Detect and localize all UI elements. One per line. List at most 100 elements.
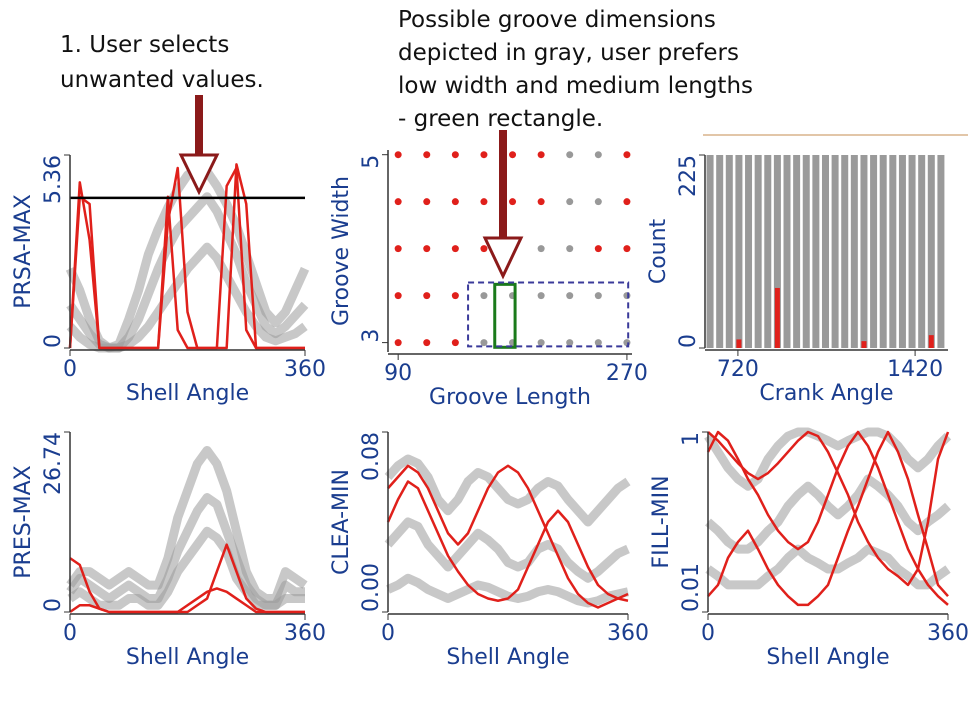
x-axis-label: Groove Length [429, 385, 591, 410]
bar [889, 155, 897, 348]
bar [745, 155, 753, 348]
point [394, 151, 402, 159]
point [394, 292, 402, 300]
bar [764, 155, 772, 348]
point [451, 339, 459, 347]
selection [467, 281, 630, 348]
bar [793, 155, 801, 348]
annotation: unwanted values. [60, 67, 264, 93]
point [537, 151, 545, 159]
bar [831, 155, 839, 348]
point [423, 339, 431, 347]
y-axis-label: CLEA-MIN [329, 469, 354, 575]
point [480, 292, 488, 300]
point [566, 245, 574, 253]
x-tick-label: 720 [717, 357, 759, 382]
y-tick-label: 0.00 [359, 563, 384, 612]
point [423, 151, 431, 159]
point [480, 198, 488, 206]
x-tick-label: 0 [63, 621, 77, 646]
point [509, 151, 517, 159]
x-tick-label: 0 [701, 621, 715, 646]
bar [879, 155, 887, 348]
point [623, 339, 631, 347]
bar [937, 155, 945, 348]
bar [870, 155, 878, 348]
y-axis-label: FILL-MIN [649, 475, 674, 568]
point [394, 198, 402, 206]
bar [918, 155, 926, 348]
bar [812, 155, 820, 348]
x-tick-label: 0 [381, 621, 395, 646]
y-tick-label: 5.36 [41, 155, 66, 204]
selection [493, 282, 517, 349]
point [537, 292, 545, 300]
series-line [705, 474, 951, 554]
y-axis-label: Count [646, 218, 671, 284]
series-line [706, 430, 949, 606]
series-line [67, 526, 305, 610]
x-axis-label: Crank Angle [759, 381, 893, 406]
bar [841, 155, 849, 348]
y-tick-label: 225 [676, 155, 701, 197]
arrow-head [178, 153, 220, 196]
series-line [387, 464, 629, 609]
annotation: depicted in gray, user prefers [398, 40, 739, 66]
arrow-shaft [195, 95, 203, 157]
point [480, 339, 488, 347]
series-line [705, 544, 951, 590]
annotation: 1. User selects [60, 32, 229, 58]
point [480, 245, 488, 253]
point [394, 339, 402, 347]
point [423, 245, 431, 253]
bar [908, 155, 916, 348]
bar [725, 155, 733, 348]
annotation: - green rectangle. [398, 106, 603, 132]
bar [802, 155, 810, 348]
x-axis-label: Shell Angle [766, 645, 889, 670]
point [566, 198, 574, 206]
point [623, 292, 631, 300]
x-tick-label: 360 [284, 357, 326, 382]
series-line [68, 163, 305, 350]
series-line [65, 163, 310, 353]
bar [774, 287, 780, 348]
y-tick-label: 26.74 [41, 432, 66, 495]
point [537, 339, 545, 347]
arrow-head [482, 236, 524, 280]
bar [783, 155, 791, 348]
point [594, 245, 602, 253]
point [509, 198, 517, 206]
point [623, 198, 631, 206]
x-axis-label: Shell Angle [126, 645, 249, 670]
series-line [707, 430, 949, 607]
y-tick-label: 1 [679, 432, 704, 446]
x-tick-label: 360 [284, 621, 326, 646]
y-axis-label: Groove Width [329, 176, 354, 326]
x-tick-label: 0 [63, 357, 77, 382]
x-tick-label: 1420 [887, 357, 943, 382]
point [451, 151, 459, 159]
bar [821, 155, 829, 348]
y-tick-label: 5 [359, 155, 384, 169]
point [594, 198, 602, 206]
y-tick-label: 0.08 [359, 432, 384, 481]
y-axis-label: PRSA-MAX [11, 194, 36, 309]
series-line [704, 427, 952, 491]
bar [860, 155, 868, 348]
point [480, 151, 488, 159]
bar [861, 341, 867, 348]
bar [928, 335, 934, 348]
annotation: low width and medium lengths [398, 73, 753, 99]
bar [927, 155, 935, 348]
point [566, 339, 574, 347]
x-tick-label: 360 [607, 621, 649, 646]
bar [898, 155, 906, 348]
bar [706, 155, 714, 348]
x-axis-label: Shell Angle [446, 645, 569, 670]
series-line [707, 430, 950, 587]
point [594, 339, 602, 347]
point [451, 292, 459, 300]
